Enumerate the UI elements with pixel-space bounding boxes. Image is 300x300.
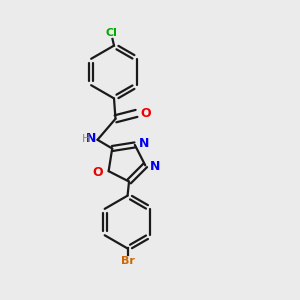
- Text: N: N: [85, 132, 96, 146]
- Text: N: N: [149, 160, 160, 173]
- Text: N: N: [139, 137, 149, 150]
- Text: Br: Br: [121, 256, 134, 266]
- Text: Cl: Cl: [106, 28, 118, 38]
- Text: O: O: [141, 107, 151, 120]
- Text: O: O: [92, 166, 103, 179]
- Text: H: H: [82, 134, 90, 144]
